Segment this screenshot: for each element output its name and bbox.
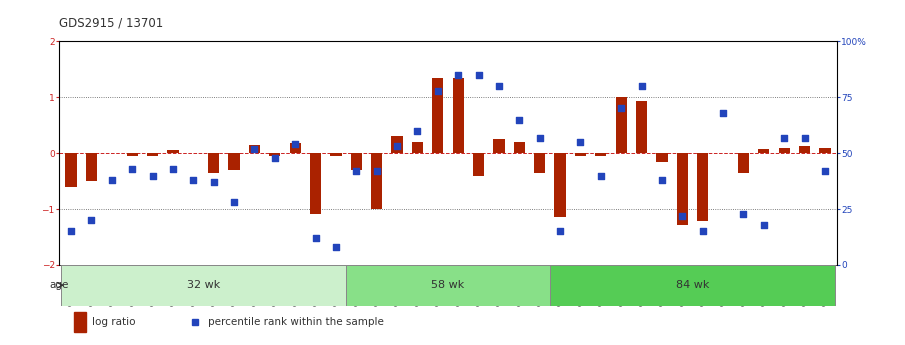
Bar	[228, 153, 240, 170]
Point	[268, 155, 282, 160]
Bar	[269, 153, 281, 156]
Bar	[433, 78, 443, 153]
Text: 58 wk: 58 wk	[432, 280, 464, 290]
Bar	[412, 142, 423, 153]
Point	[247, 146, 262, 151]
Point	[349, 168, 364, 174]
Bar	[799, 147, 810, 153]
Bar	[615, 97, 627, 153]
Point	[614, 106, 628, 111]
Bar	[290, 143, 300, 153]
Text: percentile rank within the sample: percentile rank within the sample	[208, 317, 384, 327]
Point	[532, 135, 547, 140]
Bar	[738, 153, 749, 173]
Point	[472, 72, 486, 78]
Bar	[534, 153, 545, 173]
Bar	[595, 153, 606, 156]
Bar	[61, 265, 346, 306]
Point	[512, 117, 527, 122]
Point	[329, 244, 343, 250]
Bar	[575, 153, 586, 156]
Bar	[473, 153, 484, 176]
Point	[757, 222, 771, 227]
Bar	[555, 153, 566, 217]
Point	[84, 217, 99, 223]
Bar	[677, 153, 688, 225]
Point	[736, 211, 750, 216]
Point	[776, 135, 791, 140]
Point	[634, 83, 649, 89]
Bar	[65, 153, 77, 187]
Point	[553, 229, 567, 234]
Point	[105, 177, 119, 183]
Point	[309, 235, 323, 241]
Bar	[167, 150, 178, 153]
Text: GDS2915 / 13701: GDS2915 / 13701	[59, 16, 163, 29]
Bar	[514, 142, 525, 153]
Point	[146, 173, 160, 178]
Point	[817, 168, 832, 174]
Bar	[656, 153, 668, 161]
Text: 84 wk: 84 wk	[676, 280, 710, 290]
Bar	[452, 78, 463, 153]
Bar	[493, 139, 504, 153]
Point	[675, 213, 690, 218]
Bar	[350, 153, 362, 170]
Bar	[819, 148, 831, 153]
Point	[797, 135, 812, 140]
Point	[288, 141, 302, 147]
Point	[654, 177, 669, 183]
Point	[125, 166, 139, 171]
Point	[64, 229, 79, 234]
Bar	[208, 153, 219, 173]
Bar	[127, 153, 138, 156]
Bar	[249, 145, 260, 153]
Bar	[310, 153, 321, 214]
Bar	[86, 153, 97, 181]
Bar	[636, 101, 647, 153]
Point	[390, 144, 405, 149]
Point	[206, 179, 221, 185]
Point	[369, 168, 384, 174]
Bar	[392, 136, 403, 153]
Point	[594, 173, 608, 178]
Point	[227, 200, 242, 205]
Bar	[550, 265, 835, 306]
Point	[573, 139, 587, 145]
Bar	[697, 153, 709, 221]
Text: 32 wk: 32 wk	[186, 280, 220, 290]
Bar	[778, 148, 790, 153]
Text: log ratio: log ratio	[92, 317, 136, 327]
Bar	[346, 265, 550, 306]
Point	[166, 166, 180, 171]
Bar	[330, 153, 341, 156]
Bar	[758, 149, 769, 153]
Point	[451, 72, 465, 78]
Point	[716, 110, 730, 116]
Bar	[371, 153, 382, 209]
Point	[695, 229, 710, 234]
Bar	[74, 312, 86, 332]
Point	[186, 177, 201, 183]
Point	[410, 128, 424, 134]
Point	[491, 83, 506, 89]
Text: age: age	[50, 280, 69, 290]
Point	[431, 88, 445, 93]
Bar	[147, 153, 158, 156]
